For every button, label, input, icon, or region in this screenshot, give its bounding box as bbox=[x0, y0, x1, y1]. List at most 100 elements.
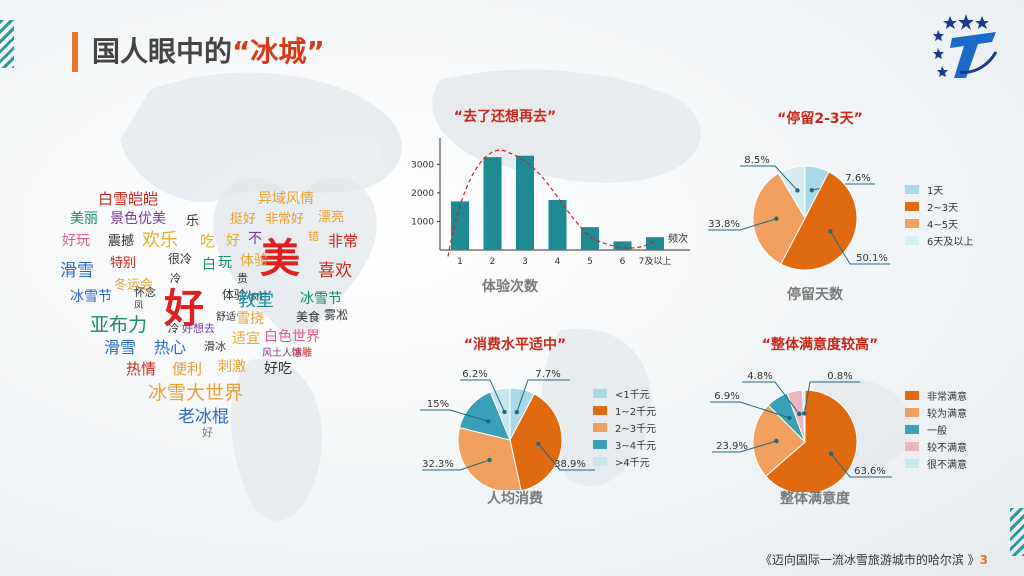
cloud-word: 好想去 bbox=[182, 322, 215, 335]
cloud-word: 体验 bbox=[240, 253, 268, 269]
decor-stripe-bottom bbox=[1010, 508, 1024, 556]
legend-label: 4~5天 bbox=[927, 220, 959, 231]
cloud-word: 好玩 bbox=[62, 233, 90, 249]
leader-line bbox=[708, 218, 777, 231]
cloud-word: 热情 bbox=[126, 360, 157, 378]
pie-spend-xlabel: 人均消费 bbox=[487, 491, 543, 507]
leader-line bbox=[710, 401, 790, 419]
cloud-word: 舒适 bbox=[216, 312, 236, 323]
slice-label: 38.9% bbox=[554, 459, 586, 470]
pie-satisfaction-title: “整体满意度较高” bbox=[761, 337, 879, 353]
leader-line bbox=[740, 165, 798, 191]
leader-line bbox=[803, 381, 860, 414]
pie-stay-title: “停留2-3天” bbox=[777, 111, 863, 127]
slice-label: 50.1% bbox=[856, 253, 888, 264]
legend-item: 一般 bbox=[905, 421, 967, 438]
cloud-word: 滑冰 bbox=[204, 340, 226, 353]
cloud-word: 景色优美 bbox=[110, 211, 166, 227]
cloud-word: 好 bbox=[226, 233, 240, 249]
legend-swatch bbox=[593, 406, 607, 415]
slice-label: 15% bbox=[427, 399, 449, 410]
cloud-word: 疯狂 bbox=[250, 293, 269, 303]
y-tick-label: 1000 bbox=[411, 217, 434, 227]
slice-label: 23.9% bbox=[716, 441, 748, 452]
pie-slice bbox=[509, 393, 563, 490]
cloud-word: 异域风情 bbox=[258, 191, 314, 207]
cloud-word: 特别 bbox=[110, 256, 137, 271]
cloud-word: 冰雪节 bbox=[70, 289, 112, 305]
y-tick-label: 3000 bbox=[411, 160, 434, 170]
pie-stay-legend: 1天 2~3天 4~5天 6天及以上 bbox=[905, 181, 973, 249]
cloud-word: 美食 bbox=[296, 310, 321, 324]
leader-dot bbox=[514, 410, 520, 415]
legend-label: 3~4千元 bbox=[615, 441, 657, 452]
logo-icon bbox=[933, 14, 998, 78]
leader-dot bbox=[809, 188, 814, 193]
cloud-word: 漂亮 bbox=[318, 210, 345, 225]
legend-swatch bbox=[593, 440, 607, 449]
legend-swatch bbox=[905, 425, 919, 434]
legend-swatch bbox=[905, 391, 919, 400]
legend-label: 较为满意 bbox=[927, 409, 967, 420]
x-tick-label: 5 bbox=[587, 257, 593, 267]
cloud-word: 体验 bbox=[222, 288, 247, 302]
cloud-word: 震撼 bbox=[108, 234, 135, 249]
cloud-word: 很冷 bbox=[168, 252, 193, 266]
slice-label: 0.8% bbox=[827, 371, 852, 382]
legend-label: 一般 bbox=[927, 426, 947, 437]
bar-chart-title: “去了还想再去” bbox=[453, 109, 557, 125]
slice-label: 7.6% bbox=[845, 173, 870, 184]
legend-swatch bbox=[593, 423, 607, 432]
title-main: 国人眼中的 bbox=[92, 35, 233, 68]
leader-dot bbox=[774, 438, 779, 444]
legend-swatch bbox=[905, 408, 919, 417]
legend-item: 1~2千元 bbox=[593, 402, 656, 419]
bar-chart-xlabel: 体验次数 bbox=[482, 279, 538, 295]
cloud-word: 白雪皑皑 bbox=[98, 190, 159, 208]
bar bbox=[483, 157, 502, 250]
legend-item: >4千元 bbox=[593, 453, 656, 470]
cloud-word: 凤 bbox=[134, 301, 144, 311]
leader-dot bbox=[502, 409, 507, 415]
legend-swatch bbox=[905, 202, 919, 211]
bar bbox=[548, 200, 567, 250]
cloud-word: 老冰棍 bbox=[178, 407, 229, 427]
cloud-word: 冰雕 bbox=[292, 348, 312, 359]
leader-line bbox=[460, 379, 505, 413]
legend-item: 非常满意 bbox=[905, 387, 967, 404]
x-tick-label: 4 bbox=[555, 257, 561, 267]
cloud-word: 白 bbox=[202, 257, 216, 273]
title-accent-bar bbox=[72, 32, 78, 72]
cloud-word: 好 bbox=[164, 285, 204, 332]
legend-swatch bbox=[905, 185, 919, 194]
cloud-word: 非常好 bbox=[265, 212, 305, 227]
legend-label: 1天 bbox=[927, 186, 944, 197]
pie-slice bbox=[458, 391, 511, 441]
pie-satisfaction-xlabel: 整体满意度 bbox=[780, 491, 850, 507]
pie-slice bbox=[777, 165, 806, 220]
leader-dot bbox=[774, 216, 779, 221]
cloud-word: 滑雪 bbox=[104, 338, 137, 357]
cloud-word: 乐 bbox=[186, 214, 200, 229]
leader-line bbox=[537, 443, 595, 471]
title-highlight: “冰城” bbox=[232, 35, 325, 68]
legend-label: 2~3天 bbox=[927, 203, 959, 214]
decor-stripe-top bbox=[0, 20, 14, 68]
pie-satisfaction-legend: 非常满意 较为满意 一般 较不满意 很不满意 bbox=[905, 387, 967, 472]
slice-label: 6.2% bbox=[462, 369, 487, 380]
legend-swatch bbox=[905, 442, 919, 451]
bar bbox=[613, 241, 632, 250]
leader-line bbox=[516, 379, 570, 413]
cloud-word: 滑雪 bbox=[60, 261, 94, 281]
cloud-word: 非常 bbox=[328, 232, 359, 250]
x-tick-label: 7及以上 bbox=[639, 256, 672, 267]
cloud-word: 欢乐 bbox=[142, 230, 178, 251]
legend-item: 3~4千元 bbox=[593, 436, 656, 453]
pie-stay-xlabel: 停留天数 bbox=[787, 287, 843, 303]
legend-item: 6天及以上 bbox=[905, 232, 973, 249]
legend-label: 非常满意 bbox=[927, 392, 967, 403]
cloud-word: 刺激 bbox=[218, 359, 246, 375]
legend-swatch bbox=[905, 219, 919, 228]
leader-dot bbox=[828, 229, 833, 234]
cloud-word: 喜欢 bbox=[318, 261, 352, 281]
